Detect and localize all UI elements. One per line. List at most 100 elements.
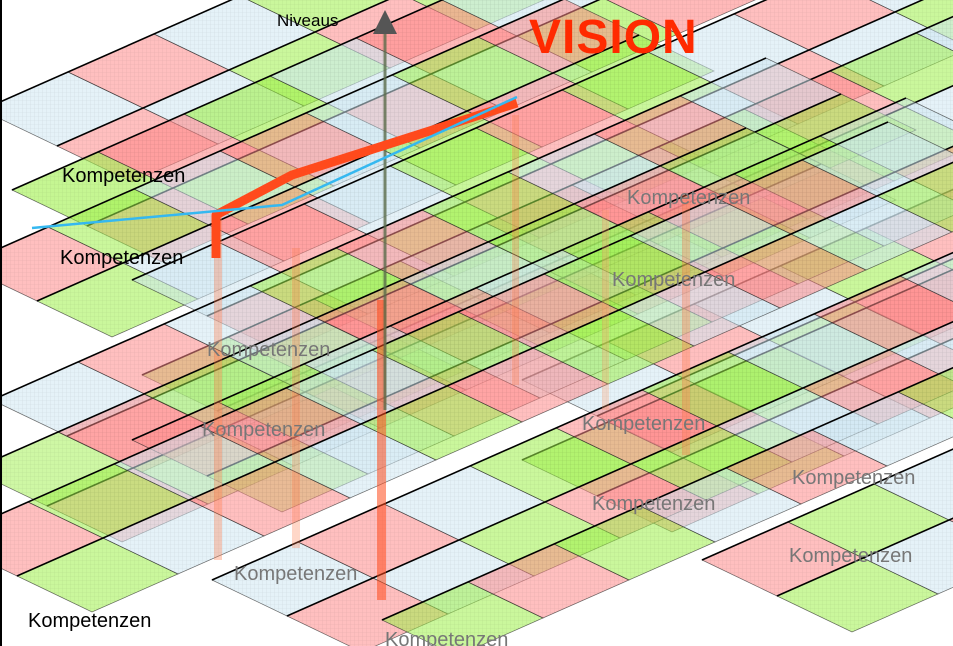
- grid-cell-hatch: [316, 280, 477, 354]
- plane-edge: [2, 127, 747, 458]
- competency-label: Kompetenzen: [592, 493, 716, 515]
- vision-path: [31, 95, 519, 258]
- plane-edge: [2, 0, 564, 249]
- plane-edge: [11, 0, 444, 191]
- grid-cell-hatch: [336, 210, 497, 284]
- grid-cell-hatch: [777, 558, 938, 632]
- grid-cell-hatch: [373, 540, 534, 614]
- plane-edge: [2, 57, 767, 397]
- grid-cell-hatch: [48, 189, 209, 263]
- competency-label: Kompetenzen: [627, 187, 751, 209]
- grid-cell-hatch: [726, 430, 887, 504]
- grid-cell-hatch: [916, 16, 953, 51]
- grid-cell-hatch: [728, 314, 889, 388]
- plane-edge: [381, 366, 953, 621]
- grid-cell-hatch: [476, 90, 637, 164]
- grid-cell-hatch: [250, 248, 411, 322]
- grid-cell-hatch: [390, 128, 551, 202]
- grid-cell-hatch: [372, 312, 533, 386]
- grid-cell-hatch: [488, 204, 649, 278]
- grid-cell-hatch: [562, 52, 723, 126]
- plane-edge: [16, 161, 953, 577]
- grid-cell-hatch: [212, 542, 373, 616]
- grid-cell-hatch: [382, 582, 543, 646]
- grid-cell-hatch: [270, 38, 431, 112]
- grid-cell-hatch: [545, 464, 706, 538]
- grid-cell-hatch: [470, 428, 631, 502]
- grid-cell-hatch: [877, 162, 953, 232]
- plane-edge: [56, 0, 390, 147]
- grid-cell-hatch: [164, 286, 325, 360]
- plane-edge: [286, 320, 953, 617]
- grid-cell-hatch: [468, 544, 629, 618]
- plane-edge: [211, 251, 953, 581]
- grid-cell-hatch: [422, 172, 583, 246]
- grid-cell-hatch: [384, 466, 545, 540]
- grid-cell-hatch: [2, 432, 133, 506]
- grid-cell-hatch: [533, 310, 694, 384]
- grid-cell-hatch: [58, 394, 219, 468]
- grid-cell-hatch: [2, 502, 103, 576]
- grid-cell-hatch: [220, 113, 381, 187]
- competency-label: Kompetenzen: [28, 610, 152, 632]
- grid-cell-hatch: [889, 321, 953, 381]
- grid-cell-hatch: [640, 468, 801, 542]
- grid-cell-hatch: [134, 151, 295, 225]
- grid-cell-hatch: [874, 449, 953, 520]
- grid-cell-hatch: [791, 196, 952, 270]
- grid-cell-hatch: [144, 356, 305, 430]
- grid-cell-hatch: [802, 122, 953, 196]
- grid-cell-hatch: [78, 324, 239, 398]
- grid-cell-hatch: [98, 114, 259, 188]
- grid-cell-hatch: [154, 0, 315, 70]
- grid-cell-hatch: [28, 464, 189, 538]
- grid-cell-hatch: [830, 33, 953, 107]
- grid-cell-hatch: [230, 318, 391, 392]
- grid-cell-hatch: [607, 0, 755, 34]
- grid-cell-hatch: [402, 242, 563, 316]
- grid-cell-hatch: [114, 426, 275, 500]
- plane-edge: [701, 448, 953, 561]
- page-title: VISION: [529, 11, 698, 64]
- grid-cell-hatch: [356, 0, 517, 74]
- grid-cell-hatch: [12, 152, 173, 226]
- plane-edge: [2, 0, 233, 103]
- grid-cell-hatch: [870, 0, 923, 12]
- grid-cell-hatch: [459, 502, 620, 576]
- grid-cell-hatch: [2, 72, 143, 146]
- grid-cell-hatch: [619, 272, 780, 346]
- grid-cell-hatch: [2, 362, 153, 436]
- grid-cell-hatch: [702, 522, 863, 596]
- plane-edge: [131, 0, 768, 281]
- competency-label: Kompetenzen: [385, 629, 509, 646]
- grid-cell-hatch: [392, 37, 553, 111]
- grid-cell-hatch: [788, 484, 949, 558]
- grid-cell-hatch: [631, 426, 792, 500]
- grid-cell-hatch: [275, 424, 436, 498]
- competency-label: Kompetenzen: [207, 339, 331, 361]
- grid-cell-hatch: [2, 227, 123, 301]
- competency-label: Kompetenzen: [792, 467, 916, 489]
- competency-label: Kompetenzen: [612, 269, 736, 291]
- grid-cell-hatch: [361, 386, 522, 460]
- grid-cell-hatch: [17, 538, 178, 612]
- grid-cell-hatch: [648, 14, 809, 88]
- grid-cell-hatch: [900, 252, 953, 302]
- grid-cell-hatch: [478, 0, 639, 73]
- grid-cell-hatch: [814, 276, 953, 350]
- grid-cell-hatch: [863, 520, 953, 594]
- grid-cell-hatch: [132, 242, 293, 316]
- grid-cell-hatch: [184, 76, 345, 150]
- plane-edge: [36, 34, 640, 302]
- grid-cell-hatch: [574, 166, 735, 240]
- grid-cell-hatch: [680, 58, 841, 132]
- grid-cell-hatch: [508, 134, 669, 208]
- grid-cell-hatch: [812, 392, 953, 466]
- grid-cell-hatch: [705, 234, 866, 308]
- competency-label: Kompetenzen: [234, 563, 358, 585]
- grid-cell-hatch: [556, 390, 717, 464]
- plane-edge: [131, 97, 907, 441]
- competency-label: Kompetenzen: [582, 413, 706, 435]
- niveaus-axis-label: Niveaus: [277, 11, 339, 30]
